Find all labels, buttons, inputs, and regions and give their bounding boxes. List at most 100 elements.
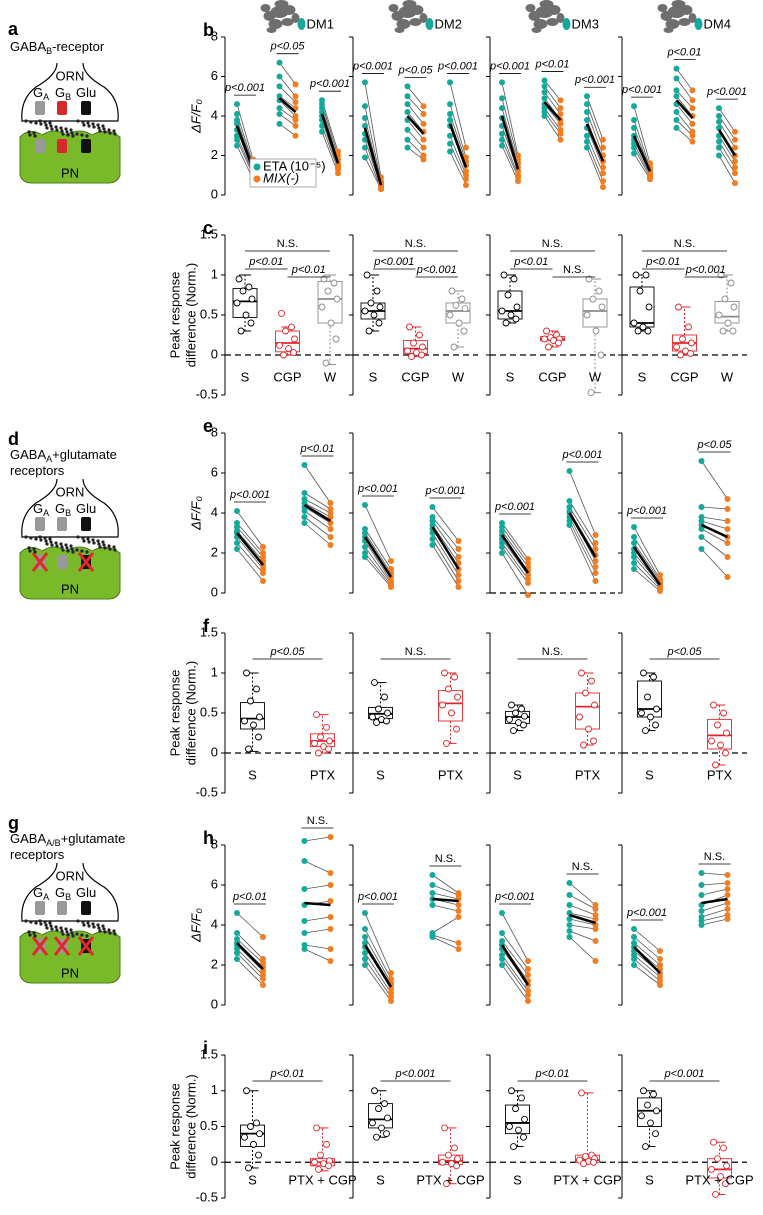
pre-point xyxy=(234,111,240,118)
vesicle xyxy=(71,550,75,554)
pair-line xyxy=(633,954,661,978)
glomerulus-icon xyxy=(539,0,554,8)
pair-line xyxy=(676,103,693,125)
panel-letter: e xyxy=(203,416,213,436)
pair-line xyxy=(569,912,596,920)
post-point xyxy=(592,926,599,932)
pair-line xyxy=(432,904,459,912)
point xyxy=(506,1123,513,1130)
post-point xyxy=(724,880,731,886)
pre-point xyxy=(698,892,705,898)
pair-line xyxy=(236,548,264,582)
point xyxy=(247,697,254,705)
y-axis-label: Peak response xyxy=(167,272,182,359)
pre-point xyxy=(447,116,453,123)
pair-line xyxy=(279,62,296,85)
glomerulus-icon xyxy=(525,4,536,12)
point xyxy=(717,271,725,279)
vesicle xyxy=(69,128,73,132)
post-point xyxy=(327,526,334,532)
y-tick-label: 0 xyxy=(211,744,218,759)
category-label: CGP xyxy=(401,369,429,384)
comparison-label: N.S. xyxy=(405,646,426,658)
pre-point xyxy=(566,922,573,928)
vesicle xyxy=(34,537,38,541)
glomerulus-icon xyxy=(657,4,668,12)
pre-point xyxy=(499,142,505,149)
pre-point xyxy=(319,122,325,129)
glomerulus-label: DM2 xyxy=(435,16,462,31)
vesicle xyxy=(64,543,68,547)
post-point xyxy=(327,914,334,920)
pre-point xyxy=(362,103,368,110)
p-value: p<0.01 xyxy=(667,47,702,59)
pair-line xyxy=(304,510,331,530)
receptor-pre xyxy=(35,901,45,915)
category-label: PTX xyxy=(438,767,464,782)
glomerulus-label: DM3 xyxy=(572,16,599,31)
vesicle xyxy=(97,542,101,546)
point xyxy=(383,717,390,725)
point xyxy=(708,1165,715,1173)
label-part: A xyxy=(43,508,49,518)
p-value: N.S. xyxy=(435,853,456,865)
pre-point xyxy=(631,144,637,151)
mean-line xyxy=(701,897,728,905)
comparison-label: N.S. xyxy=(277,238,298,250)
y-tick-label: 1 xyxy=(211,266,218,281)
pre-point xyxy=(234,142,240,149)
pre-point xyxy=(301,838,308,844)
glomerulus-icon xyxy=(283,5,296,15)
y-axis-label: ΔF/F₀ xyxy=(188,908,203,943)
category-label: W xyxy=(452,369,465,384)
pre-point xyxy=(698,870,705,876)
y-tick-label: 8 xyxy=(211,836,218,851)
glomerulus-highlight xyxy=(694,18,703,30)
point xyxy=(371,679,378,687)
point xyxy=(714,721,721,729)
pair-line xyxy=(501,530,529,568)
vesicle xyxy=(48,121,52,125)
vesicle xyxy=(70,931,74,935)
pre-point xyxy=(301,462,308,468)
vesicle xyxy=(70,131,74,135)
pair-line xyxy=(236,944,264,972)
mean-line xyxy=(700,523,729,539)
orn-label: ORN xyxy=(56,868,85,883)
pre-point xyxy=(631,103,637,110)
label-part: +glutamate xyxy=(61,831,126,846)
comparison-label: p<0.01 xyxy=(270,1068,305,1080)
pre-point xyxy=(566,880,573,886)
point xyxy=(313,1124,320,1132)
vesicle xyxy=(96,923,100,927)
pre-point xyxy=(301,514,308,520)
post-point xyxy=(732,158,738,165)
pair-line xyxy=(432,874,459,894)
vesicle xyxy=(86,121,90,125)
point xyxy=(323,1140,330,1148)
pair-line xyxy=(501,522,529,560)
panel-letter: h xyxy=(203,828,214,848)
pre-point xyxy=(499,956,505,962)
label: Glu xyxy=(76,85,96,100)
vesicle xyxy=(29,920,33,924)
pair-line xyxy=(569,524,596,582)
vesicle xyxy=(43,920,47,924)
post-point xyxy=(724,900,731,906)
post-point xyxy=(260,544,266,550)
point xyxy=(448,709,455,717)
point xyxy=(512,315,520,323)
vesicle xyxy=(28,549,32,553)
p-value: p<0.001 xyxy=(626,907,667,919)
pair-line xyxy=(304,502,331,518)
pair-line xyxy=(236,526,264,558)
point xyxy=(634,327,642,335)
pre-point xyxy=(584,116,590,123)
legend-marker xyxy=(253,163,261,171)
vesicle xyxy=(82,123,86,127)
pair-line xyxy=(633,964,661,986)
comparison-label: p<0.05 xyxy=(270,646,306,658)
pre-point xyxy=(631,934,637,940)
vesicle xyxy=(113,932,117,936)
post-point xyxy=(327,926,334,932)
